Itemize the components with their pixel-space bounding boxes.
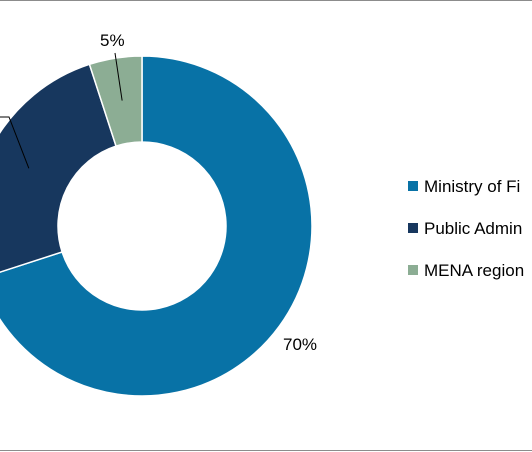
data-label-mena-region: 5%: [100, 31, 125, 50]
legend: Ministry of Fi Public Admin MENA region: [408, 177, 524, 280]
legend-swatch-mena-region: [408, 265, 418, 275]
leader-line-mena-region: [114, 52, 123, 101]
leader-lines-layer: [0, 52, 123, 169]
donut-slice-public-admin: [0, 63, 117, 273]
donut-slice-mena-region: [88, 55, 143, 148]
donut-slice-ministry-of-fi: [0, 55, 313, 397]
leader-line-public-admin: [0, 116, 30, 169]
legend-label-ministry-of-fi: Ministry of Fi: [424, 177, 520, 196]
data-labels-layer: 70% 5%: [100, 31, 317, 354]
legend-label-mena-region: MENA region: [424, 261, 524, 280]
legend-swatch-public-admin: [408, 223, 418, 233]
legend-label-public-admin: Public Admin: [424, 219, 522, 238]
slices-layer: [0, 55, 313, 397]
data-label-ministry-of-fi: 70%: [283, 335, 317, 354]
legend-swatch-ministry-of-fi: [408, 181, 418, 191]
